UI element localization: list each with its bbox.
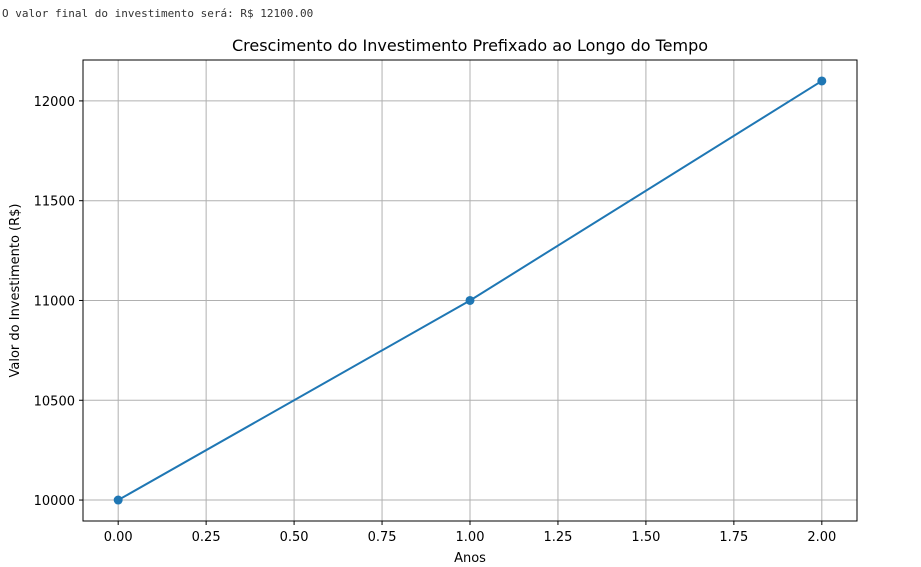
y-tick-label: 11500 [34,195,75,210]
data-point [817,76,827,86]
y-tick-label: 12000 [34,95,75,110]
x-axis-label: Anos [454,551,486,566]
console-output: O valor final do investimento será: R$ 1… [2,7,314,20]
y-tick-label: 10500 [34,394,75,409]
x-tick-label: 1.50 [631,530,660,545]
chart-title: Crescimento do Investimento Prefixado ao… [232,36,708,55]
data-point [113,495,123,505]
x-tick-label: 0.00 [104,530,133,545]
y-tick-label: 11000 [34,294,75,309]
x-tick-label: 0.50 [280,530,309,545]
y-axis-ticks: 10000 10500 11000 11500 12000 [34,95,83,509]
x-tick-label: 1.00 [456,530,485,545]
data-point [465,295,475,305]
x-tick-label: 1.25 [543,530,572,545]
grid-lines [83,60,857,521]
x-axis-ticks: 0.00 0.25 0.50 0.75 1.00 1.25 1.50 1.75 2.00 [104,521,836,545]
x-tick-label: 2.00 [807,530,836,545]
x-tick-label: 1.75 [719,530,748,545]
data-points [113,76,827,505]
x-tick-label: 0.25 [192,530,221,545]
x-tick-label: 0.75 [368,530,397,545]
y-axis-label: Valor do Investimento (R$) [8,203,23,377]
y-tick-label: 10000 [34,494,75,509]
